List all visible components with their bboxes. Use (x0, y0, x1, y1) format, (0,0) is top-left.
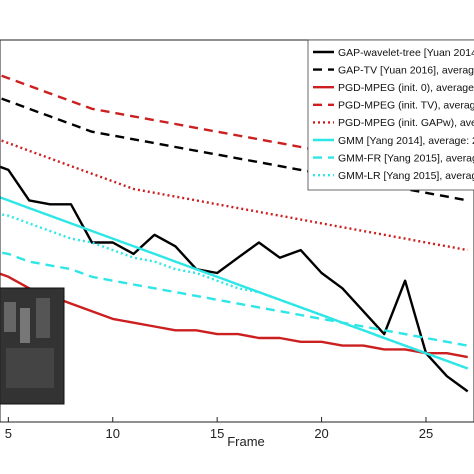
series-line-7 (0, 251, 468, 347)
x-tick-label: 25 (419, 426, 433, 441)
legend: GAP-wavelet-tree [Yuan 2014], average: 2… (307, 39, 474, 191)
plot-frame (0, 39, 474, 423)
series-line-5 (0, 138, 468, 252)
legend-label-2: GAP-TV [Yuan 2016], average: 2 (338, 64, 474, 76)
legend-box (307, 39, 474, 191)
legend-label-8: GMM-LR [Yang 2015], average (338, 170, 474, 182)
legend-label-5: PGD-MPEG (init. GAPw), average (338, 117, 474, 129)
legend-label-3: PGD-MPEG (init. 0), average (338, 82, 474, 94)
inset-video-frame (0, 288, 64, 404)
inset-frame-border (0, 287, 65, 405)
legend-label-1: GAP-wavelet-tree [Yuan 2014], average: 2 (338, 47, 474, 59)
x-tick-label: 5 (5, 426, 12, 441)
x-tick-label: 10 (106, 426, 120, 441)
x-tick-label: 20 (314, 426, 328, 441)
x-axis-label: Frame (227, 434, 265, 449)
x-tick-label: 15 (210, 426, 224, 441)
x-axis-ticks: 5 10 15 20 25 (5, 417, 433, 441)
legend-label-4: PGD-MPEG (init. TV), average (338, 100, 474, 112)
series-line-8 (0, 212, 469, 370)
series-line-3 (0, 272, 468, 359)
series-line-1 (0, 165, 469, 393)
legend-label-6: GMM [Yang 2014], average: 2 (338, 135, 474, 147)
legend-label-7: GMM-FR [Yang 2015], average (338, 152, 474, 164)
